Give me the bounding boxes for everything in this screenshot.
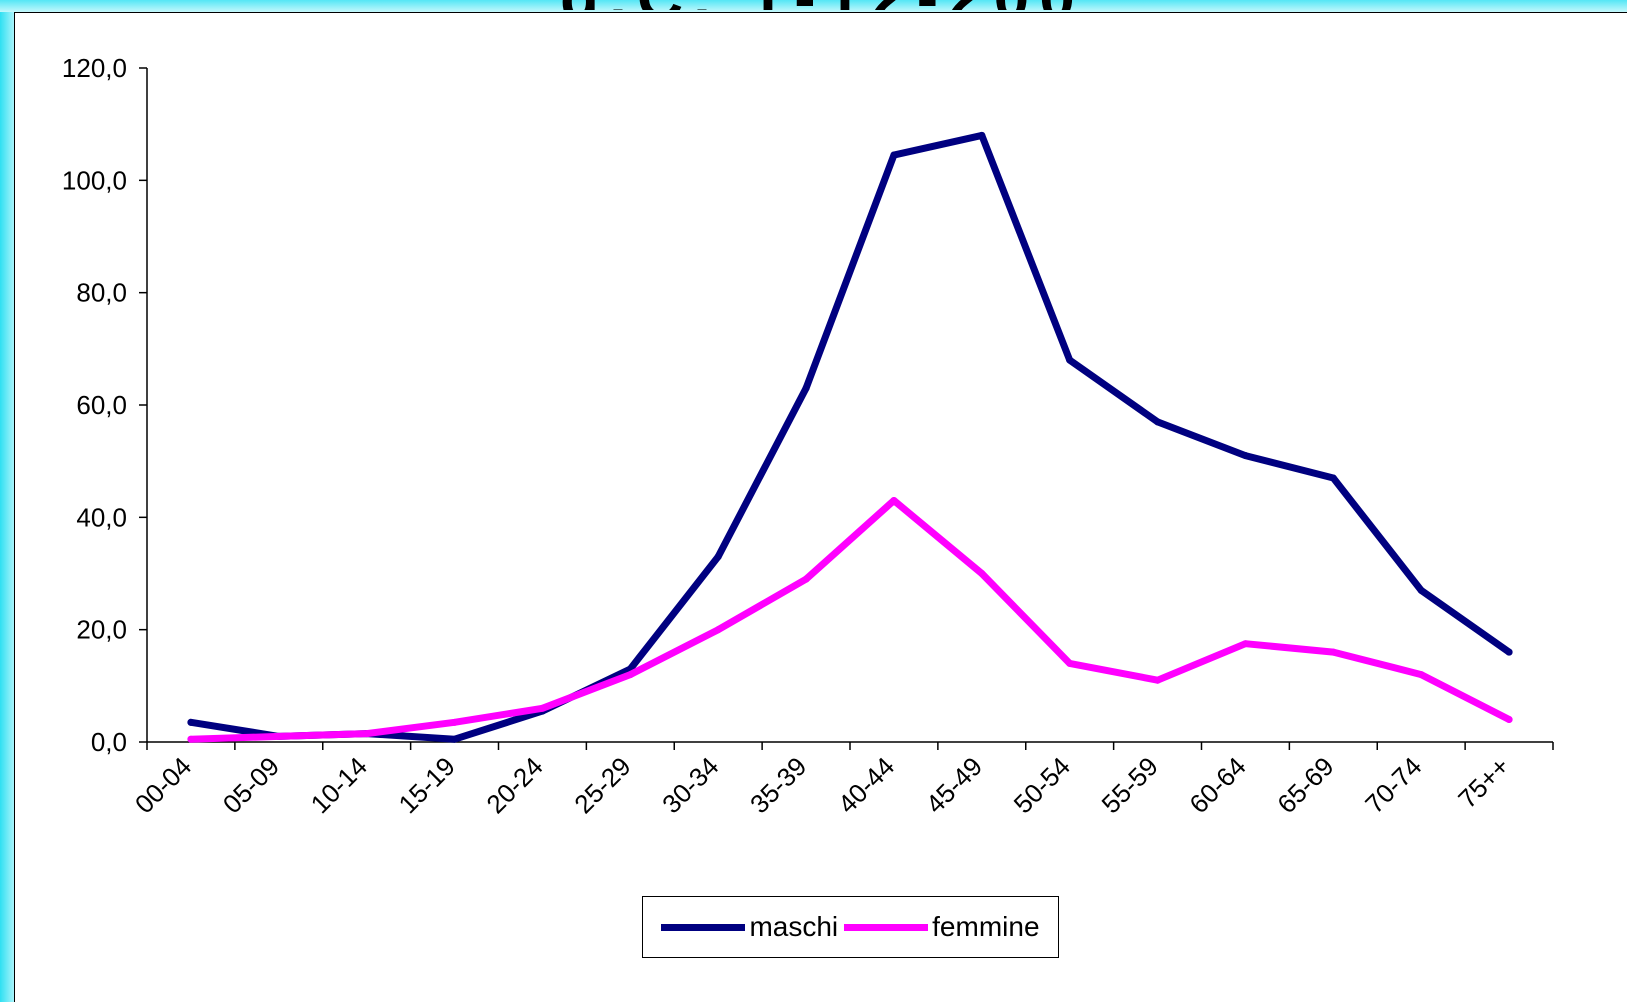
top-gradient-band xyxy=(0,0,1627,12)
data-point-femmine xyxy=(275,732,283,740)
x-tick-label: 00-04 xyxy=(129,751,197,819)
y-tick-label: 20,0 xyxy=(76,615,127,645)
data-point-femmine xyxy=(1154,676,1162,684)
data-point-maschi xyxy=(1417,586,1425,594)
data-point-maschi xyxy=(802,384,810,392)
data-point-maschi xyxy=(1241,452,1249,460)
x-tick-label: 45-49 xyxy=(920,751,988,819)
x-tick-label: 30-34 xyxy=(656,751,724,819)
data-point-femmine xyxy=(626,671,634,679)
data-point-maschi xyxy=(890,151,898,159)
data-point-femmine xyxy=(1417,671,1425,679)
x-tick-label: 35-39 xyxy=(744,751,812,819)
data-point-femmine xyxy=(978,570,986,577)
x-tick-label: 50-54 xyxy=(1008,751,1076,819)
data-point-maschi xyxy=(187,718,195,726)
data-point-femmine xyxy=(1505,716,1513,724)
x-tick-label: 15-19 xyxy=(393,751,461,819)
legend-item-maschi: maschi xyxy=(661,911,838,943)
data-point-femmine xyxy=(802,575,810,583)
y-tick-label: 100,0 xyxy=(62,165,127,195)
data-point-femmine xyxy=(1241,640,1249,648)
data-point-femmine xyxy=(538,704,546,712)
x-tick-label: 10-14 xyxy=(305,751,373,819)
series-line-maschi xyxy=(187,131,1513,743)
data-point-femmine xyxy=(363,730,371,738)
x-tick-label: 40-44 xyxy=(832,751,900,819)
y-tick-label: 80,0 xyxy=(76,278,127,308)
legend-label-femmine: femmine xyxy=(932,911,1040,942)
series-line-femmine xyxy=(187,497,1513,743)
data-point-femmine xyxy=(451,718,459,726)
chart-title: d.C. 1-12-2000 xyxy=(560,0,1080,10)
data-point-femmine xyxy=(1066,659,1074,667)
y-tick-label: 120,0 xyxy=(62,53,127,83)
legend-swatch-femmine xyxy=(844,923,929,931)
legend: maschi femmine xyxy=(642,896,1059,958)
data-point-maschi xyxy=(451,735,459,743)
x-tick-label: 65-69 xyxy=(1271,751,1339,819)
x-tick-label: 75++ xyxy=(1452,751,1515,814)
data-point-femmine xyxy=(714,626,722,634)
data-point-femmine xyxy=(187,735,195,743)
y-tick-label: 40,0 xyxy=(76,502,127,532)
data-point-maschi xyxy=(714,553,722,561)
data-point-maschi xyxy=(1154,418,1162,426)
data-point-maschi xyxy=(1329,474,1337,482)
y-tick-label: 0,0 xyxy=(91,727,127,757)
legend-item-femmine: femmine xyxy=(844,911,1040,943)
x-tick-label: 70-74 xyxy=(1359,751,1427,819)
data-point-femmine xyxy=(1329,648,1337,656)
left-gradient-band xyxy=(0,0,14,1002)
y-tick-label: 60,0 xyxy=(76,390,127,420)
x-tick-label: 20-24 xyxy=(480,751,548,819)
data-point-maschi xyxy=(1066,356,1074,364)
x-tick-label: 05-09 xyxy=(217,751,285,819)
legend-swatch-maschi xyxy=(661,923,746,931)
data-point-maschi xyxy=(978,131,986,139)
x-tick-label: 25-29 xyxy=(568,751,636,819)
x-tick-label: 55-59 xyxy=(1096,751,1164,819)
data-point-maschi xyxy=(1505,648,1513,656)
data-point-femmine xyxy=(890,496,898,504)
x-tick-label: 60-64 xyxy=(1183,751,1251,819)
legend-label-maschi: maschi xyxy=(749,911,839,942)
